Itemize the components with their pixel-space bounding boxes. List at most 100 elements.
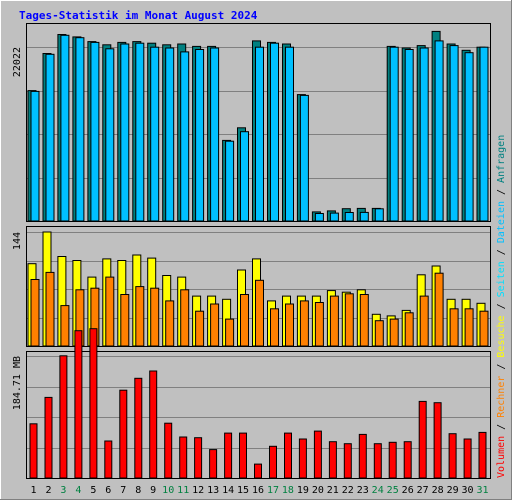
bar-dateien-day-30 [464, 52, 474, 222]
legend-item-seiten: Seiten [496, 261, 507, 297]
bar-rechner-day-27 [419, 295, 429, 347]
bar-volumen-day-10 [164, 422, 173, 479]
panel-frame [26, 351, 491, 479]
legend-separator: / [496, 243, 507, 261]
bar-dateien-day-22 [344, 212, 354, 222]
x-tick-label-day-13: 13 [207, 485, 219, 496]
bar-dateien-day-16 [255, 46, 264, 222]
bar-volumen-day-27 [418, 400, 427, 479]
bar-volumen-day-20 [313, 430, 322, 479]
bar-dateien-day-26 [404, 49, 414, 222]
bar-volumen-day-12 [194, 437, 203, 479]
x-tick-label-day-14: 14 [222, 485, 234, 496]
y-tick-label: 144 [12, 232, 23, 250]
x-tick-label-day-19: 19 [297, 485, 309, 496]
bar-volumen-day-5 [89, 328, 98, 479]
x-tick-label-day-21: 21 [327, 485, 339, 496]
y-tick-label: 184.71 MB [12, 356, 23, 410]
x-tick-label-day-23: 23 [357, 485, 369, 496]
bar-rechner-day-24 [374, 320, 384, 347]
bar-dateien-day-2 [45, 53, 55, 222]
bar-rechner-day-31 [479, 310, 489, 347]
x-tick-label-day-11: 11 [177, 485, 189, 496]
bar-rechner-day-25 [389, 318, 399, 347]
bar-volumen-day-14 [224, 432, 233, 479]
bar-volumen-day-19 [298, 438, 307, 479]
bar-volumen-day-3 [59, 355, 68, 479]
bar-dateien-day-7 [120, 43, 130, 222]
bar-volumen-day-13 [209, 449, 218, 479]
vertical-legend: Volumen / Rechner / Besuche / Seiten / D… [496, 135, 507, 478]
bar-dateien-day-8 [135, 42, 145, 222]
bar-rechner-day-7 [120, 294, 130, 347]
bar-dateien-day-25 [389, 46, 399, 222]
x-tick-label-day-18: 18 [282, 485, 294, 496]
x-tick-label-day-15: 15 [237, 485, 249, 496]
bar-volumen-day-24 [373, 443, 382, 479]
bar-dateien-day-19 [299, 94, 309, 222]
x-tick-label-day-17: 17 [267, 485, 279, 496]
bar-volumen-day-28 [433, 402, 442, 479]
bar-dateien-day-10 [165, 47, 175, 222]
legend-item-anfragen: Anfragen [496, 135, 507, 183]
x-tick-label-day-2: 2 [45, 485, 51, 496]
bar-rechner-day-12 [195, 310, 205, 347]
bar-volumen-day-6 [104, 440, 113, 479]
bar-dateien-day-5 [90, 41, 100, 222]
bar-rechner-day-6 [105, 276, 115, 347]
bar-dateien-day-27 [419, 47, 429, 222]
legend-item-rechner: Rechner [496, 376, 507, 418]
x-tick-label-day-20: 20 [312, 485, 324, 496]
bar-dateien-day-29 [449, 45, 459, 222]
x-tick-label-day-5: 5 [90, 485, 96, 496]
bar-rechner-day-8 [135, 286, 145, 347]
bar-rechner-day-10 [165, 300, 175, 347]
bar-rechner-day-14 [225, 318, 235, 347]
bar-rechner-day-15 [240, 294, 249, 347]
x-tick-label-day-9: 9 [150, 485, 156, 496]
bar-dateien-day-28 [434, 40, 444, 222]
x-tick-label-day-1: 1 [30, 485, 36, 496]
legend-separator: / [496, 358, 507, 376]
x-tick-label-day-3: 3 [60, 485, 66, 496]
bar-rechner-day-26 [404, 312, 414, 347]
x-tick-label-day-4: 4 [75, 485, 81, 496]
bar-dateien-day-18 [285, 46, 294, 222]
bar-rechner-day-16 [255, 279, 264, 347]
legend-item-besuche: Besuche [496, 315, 507, 357]
bar-rechner-day-22 [344, 293, 354, 347]
bar-rechner-day-21 [329, 295, 339, 347]
x-tick-label-day-16: 16 [252, 485, 264, 496]
bar-dateien-day-31 [479, 46, 489, 222]
bar-volumen-day-8 [134, 377, 143, 479]
bar-volumen-day-1 [29, 423, 38, 479]
x-tick-label-day-27: 27 [417, 485, 429, 496]
bar-volumen-day-29 [448, 433, 457, 479]
bar-dateien-day-20 [314, 213, 324, 222]
legend-separator: / [496, 297, 507, 315]
legend-separator: / [496, 183, 507, 201]
bar-rechner-day-20 [314, 302, 324, 347]
bar-volumen-day-2 [44, 396, 53, 479]
bar-rechner-day-9 [150, 287, 160, 347]
bar-dateien-day-11 [180, 51, 190, 222]
bar-volumen-day-26 [403, 441, 412, 479]
bar-rechner-day-17 [270, 308, 279, 347]
bar-rechner-day-3 [60, 305, 70, 347]
bar-volumen-day-11 [179, 436, 188, 479]
x-tick-label-day-29: 29 [447, 485, 459, 496]
bar-dateien-day-12 [195, 49, 205, 222]
x-tick-label-day-22: 22 [342, 485, 354, 496]
x-tick-label-day-31: 31 [476, 485, 488, 496]
bar-rechner-day-19 [299, 300, 309, 347]
bar-dateien-day-1 [30, 90, 40, 222]
x-tick-label-day-10: 10 [162, 485, 174, 496]
bar-dateien-day-23 [359, 211, 369, 222]
x-tick-label-day-6: 6 [105, 485, 111, 496]
x-tick-label-day-8: 8 [135, 485, 141, 496]
bar-volumen-day-21 [328, 441, 337, 479]
bar-rechner-day-1 [30, 279, 40, 347]
bar-rechner-day-18 [285, 303, 294, 347]
bar-volumen-day-4 [74, 330, 83, 479]
